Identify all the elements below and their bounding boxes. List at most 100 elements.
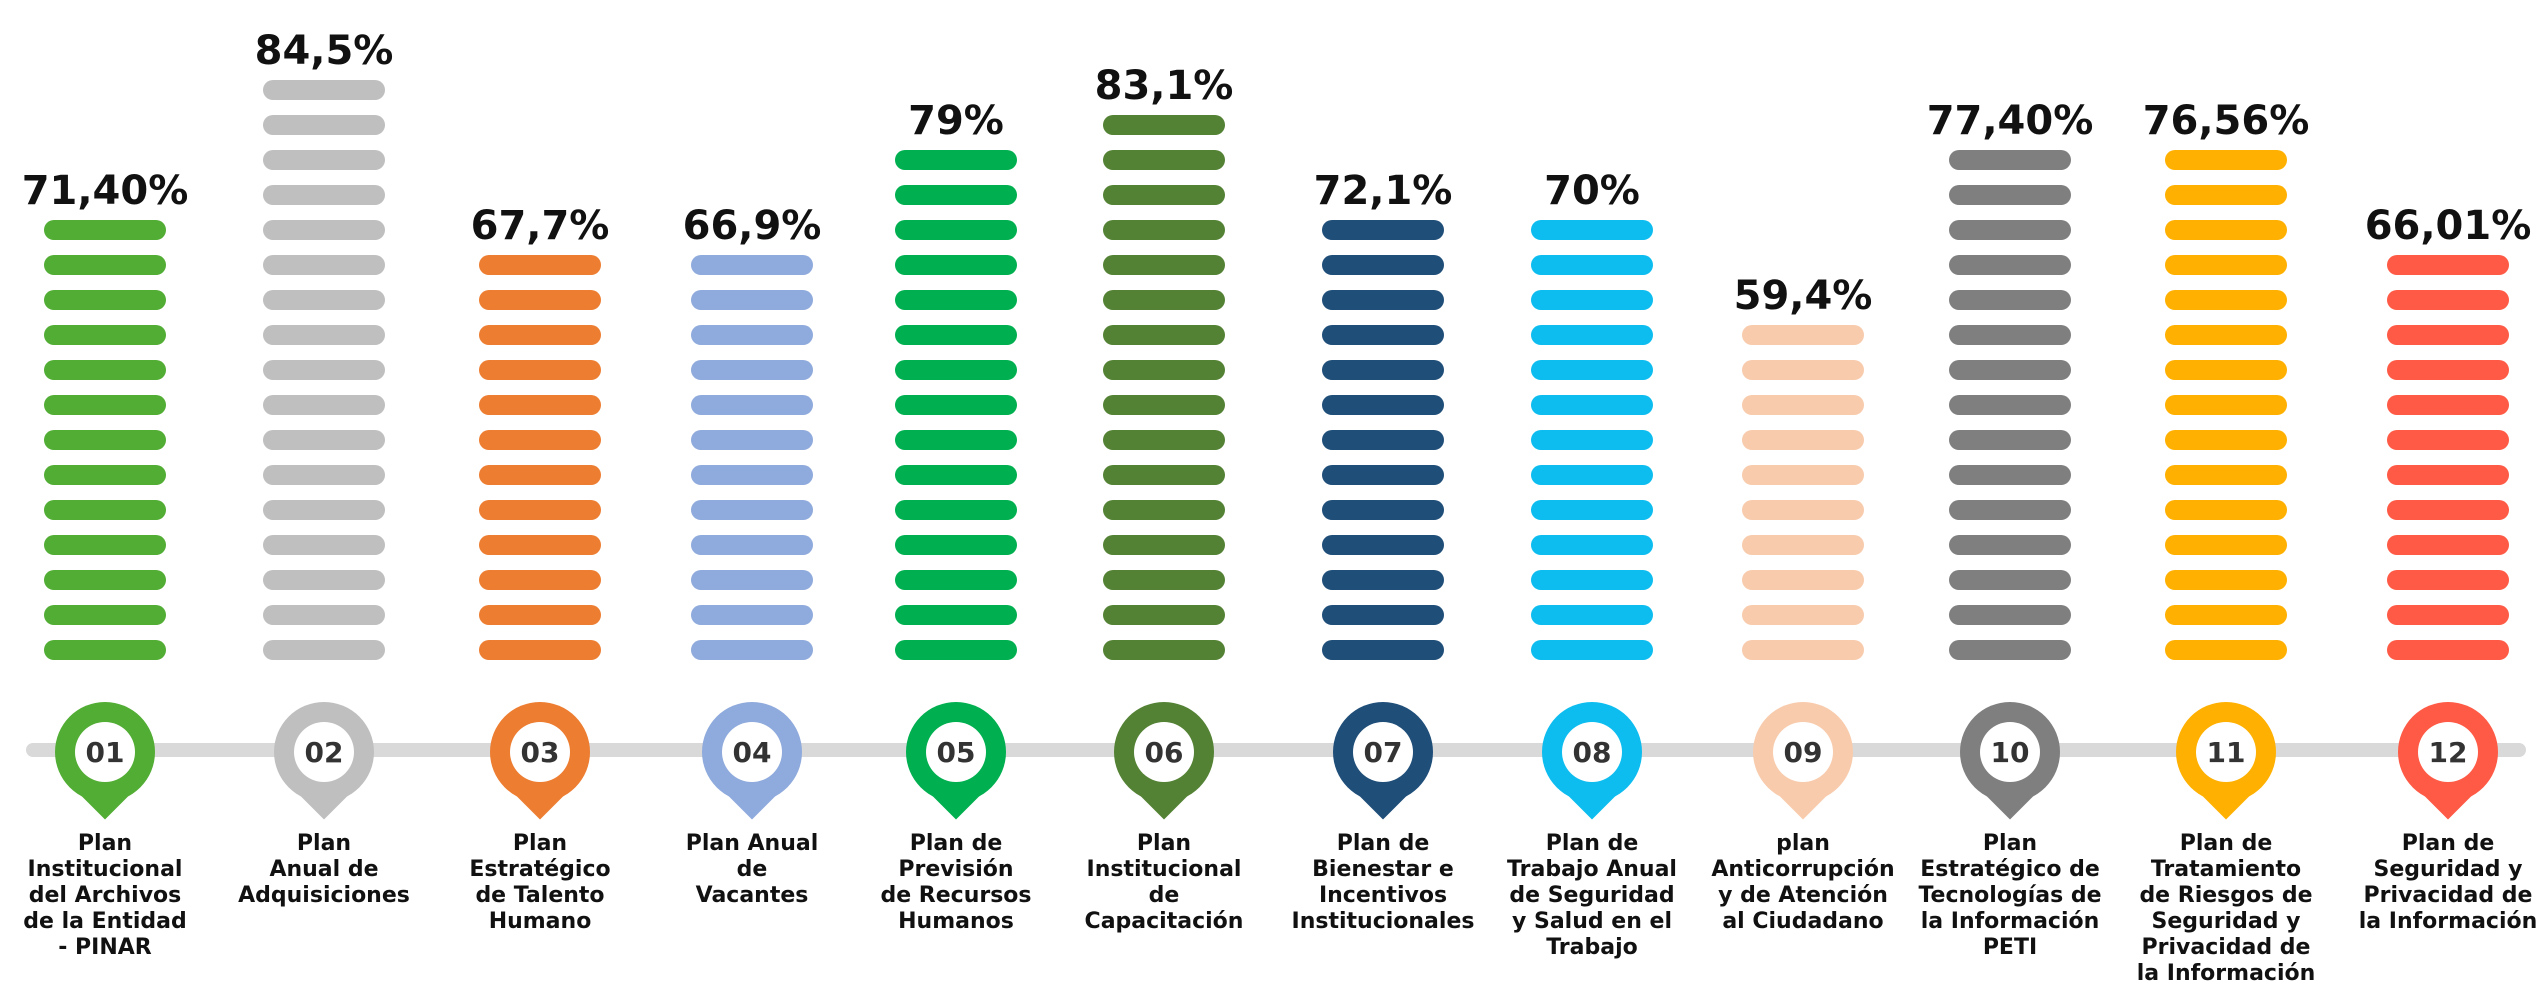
pill	[44, 640, 166, 660]
pill	[263, 465, 385, 485]
pill	[263, 150, 385, 170]
pill	[1103, 535, 1225, 555]
marker-code: 09	[1784, 736, 1823, 769]
marker-code: 03	[521, 736, 560, 769]
pill	[44, 535, 166, 555]
pill	[263, 640, 385, 660]
pill	[1531, 395, 1653, 415]
pill-column	[1742, 325, 1864, 660]
pill	[44, 430, 166, 450]
pill	[1531, 640, 1653, 660]
pill	[895, 535, 1017, 555]
pill	[44, 465, 166, 485]
pill	[44, 395, 166, 415]
category-label: Plan Anual de Vacantes	[686, 831, 819, 908]
pill	[2165, 290, 2287, 310]
pill	[1949, 500, 2071, 520]
pill	[1322, 430, 1444, 450]
pill	[691, 430, 813, 450]
timeline	[26, 743, 2526, 757]
pill	[1742, 570, 1864, 590]
category-label: Plan de Trabajo Anual de Seguridad y Salud …	[1507, 831, 1677, 960]
marker-inner	[1562, 722, 1622, 782]
pill	[1322, 290, 1444, 310]
marker-inner	[1980, 722, 2040, 782]
pill	[1103, 570, 1225, 590]
pill	[1742, 325, 1864, 345]
pill	[1531, 465, 1653, 485]
pill	[479, 255, 601, 275]
pill	[479, 535, 601, 555]
pill	[895, 360, 1017, 380]
pill	[691, 570, 813, 590]
marker-code: 10	[1991, 736, 2030, 769]
pill	[1742, 500, 1864, 520]
pill	[895, 570, 1017, 590]
pill	[895, 465, 1017, 485]
pill-column	[1949, 150, 2071, 660]
pill	[2387, 360, 2509, 380]
pill	[1949, 395, 2071, 415]
pill	[1949, 640, 2071, 660]
pill	[1949, 255, 2071, 275]
pill	[44, 500, 166, 520]
category-label: Plan Anual de Adquisiciones	[238, 831, 410, 908]
pill	[2165, 220, 2287, 240]
category-label: plan Anticorrupción y de Atención al Ciudad…	[1711, 831, 1894, 934]
pill	[1742, 640, 1864, 660]
pill	[263, 255, 385, 275]
pill	[1531, 430, 1653, 450]
pill	[1531, 535, 1653, 555]
pill	[2165, 605, 2287, 625]
marker-code: 01	[86, 736, 125, 769]
pill-column	[895, 150, 1017, 660]
pill	[1531, 325, 1653, 345]
category-label: Plan Estratégico de Talento Humano	[469, 831, 610, 934]
pill-column	[263, 80, 385, 660]
pill	[2165, 185, 2287, 205]
pill	[2387, 570, 2509, 590]
pill	[263, 325, 385, 345]
pill	[2387, 535, 2509, 555]
pill	[263, 360, 385, 380]
pill	[263, 430, 385, 450]
pill	[1322, 465, 1444, 485]
pill	[2387, 605, 2509, 625]
pill-column	[1103, 115, 1225, 660]
value-label: 70%	[1544, 168, 1640, 214]
pill	[1103, 360, 1225, 380]
pill	[895, 605, 1017, 625]
pill	[2387, 290, 2509, 310]
pill	[479, 570, 601, 590]
pill	[1103, 185, 1225, 205]
pill	[479, 430, 601, 450]
marker-inner	[2418, 722, 2478, 782]
pill	[2165, 465, 2287, 485]
pill	[263, 605, 385, 625]
pill	[479, 325, 601, 345]
pill	[1322, 605, 1444, 625]
pill	[2387, 640, 2509, 660]
pill	[1949, 150, 2071, 170]
pill	[691, 605, 813, 625]
pill	[895, 220, 1017, 240]
pill	[1949, 290, 2071, 310]
pill	[479, 640, 601, 660]
pill	[2165, 500, 2287, 520]
pill-column	[479, 255, 601, 660]
pill	[1322, 535, 1444, 555]
pill	[2387, 325, 2509, 345]
pill	[691, 640, 813, 660]
pill	[1949, 220, 2071, 240]
pill	[895, 395, 1017, 415]
category-label: Plan Institucional del Archivos de la Entid…	[23, 831, 186, 960]
value-label: 76,56%	[2143, 98, 2310, 144]
pill	[2387, 500, 2509, 520]
pill-column	[1531, 220, 1653, 660]
value-label: 59,4%	[1734, 273, 1873, 319]
pill	[1531, 220, 1653, 240]
pill	[1322, 325, 1444, 345]
pill	[1322, 570, 1444, 590]
marker-inner	[926, 722, 986, 782]
